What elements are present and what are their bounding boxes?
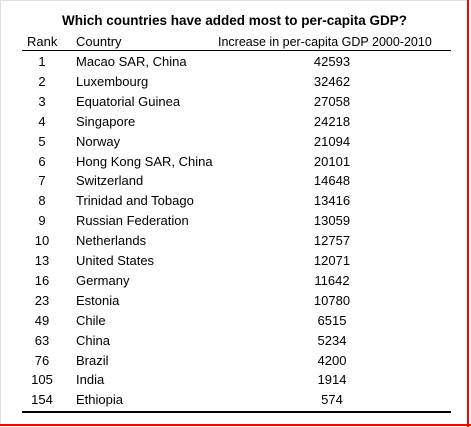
country-cell: Trinidad and Tobago: [76, 193, 194, 209]
header-rule: [22, 50, 451, 51]
country-cell: Germany: [76, 272, 130, 288]
rank-cell: 1: [38, 54, 46, 69]
rank-cell: 16: [34, 272, 50, 288]
value-cell: 24218: [313, 113, 351, 129]
header-value: Increase in per-capita GDP 2000-2010: [218, 35, 432, 49]
value-cell: 21094: [313, 133, 351, 149]
rank-cell: 2: [38, 73, 46, 89]
country-cell: United States: [76, 253, 155, 268]
country-cell: Macao SAR, China: [76, 54, 187, 69]
rank-cell: 3: [38, 93, 46, 109]
country-cell: Switzerland: [76, 173, 144, 189]
value-cell: 1914: [317, 372, 347, 388]
country-cell: Ethiopia: [76, 392, 123, 408]
value-cell: 574: [321, 392, 343, 408]
rank-cell: 23: [34, 292, 50, 308]
country-cell: Norway: [76, 133, 121, 149]
country-cell: Russian Federation: [76, 213, 189, 229]
country-cell: Hong Kong SAR, China: [76, 153, 213, 169]
value-cell: 4200: [317, 352, 347, 368]
country-cell: China: [76, 332, 110, 348]
country-cell: Equatorial Guinea: [76, 93, 181, 109]
country-cell: Brazil: [76, 352, 109, 368]
rank-cell: 76: [34, 352, 50, 368]
rank-cell: 63: [34, 332, 50, 348]
bottom-rule: [22, 411, 451, 413]
rank-cell: 154: [31, 392, 53, 408]
country-cell: Singapore: [76, 113, 136, 129]
value-cell: 11642: [314, 272, 350, 288]
rank-cell: 10: [34, 233, 50, 249]
table-title: Which countries have added most to per-c…: [61, 13, 408, 28]
rank-cell: 49: [34, 312, 50, 328]
value-cell: 13416: [313, 193, 351, 209]
rank-cell: 13: [34, 253, 50, 268]
header-rank: Rank: [27, 34, 58, 49]
value-cell: 42593: [313, 54, 351, 69]
value-cell: 13059: [313, 213, 351, 229]
value-cell: 14648: [313, 173, 351, 189]
rank-cell: 8: [38, 193, 46, 209]
value-cell: 6515: [317, 312, 347, 328]
country-cell: Estonia: [76, 292, 120, 308]
country-cell: Netherlands: [76, 233, 147, 249]
header-country: Country: [76, 34, 122, 49]
value-cell: 12071: [313, 253, 351, 268]
value-cell: 20101: [313, 153, 351, 169]
country-cell: Luxembourg: [76, 73, 149, 89]
rank-cell: 105: [31, 372, 53, 388]
rank-cell: 7: [38, 173, 46, 189]
rank-cell: 4: [38, 113, 46, 129]
rank-cell: 5: [38, 133, 46, 149]
country-cell: India: [76, 372, 105, 388]
value-cell: 32462: [313, 73, 351, 89]
rank-cell: 6: [38, 153, 46, 169]
rank-cell: 9: [38, 213, 46, 229]
value-cell: 12757: [313, 233, 351, 249]
bottom-edge-border: [0, 424, 471, 426]
value-cell: 5234: [317, 332, 347, 348]
country-cell: Chile: [76, 312, 106, 328]
value-cell: 27058: [313, 93, 351, 109]
value-cell: 10780: [313, 292, 351, 308]
right-edge-border: [467, 0, 469, 427]
